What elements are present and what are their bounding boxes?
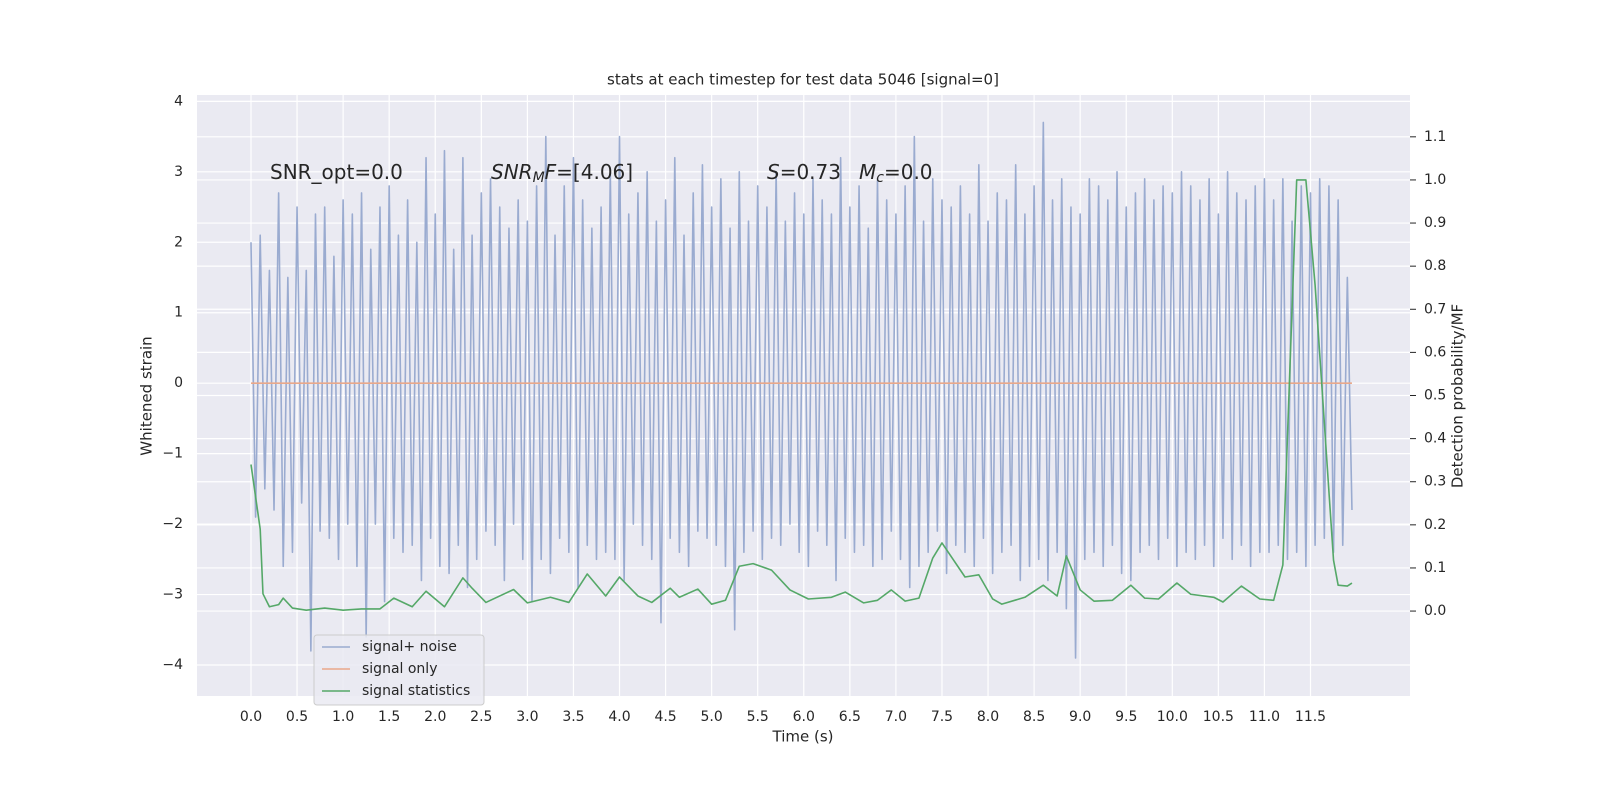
x-tick-label: 1.0	[332, 709, 354, 725]
y-tick-label: −3	[162, 587, 183, 603]
y2-tick-label: 0.4	[1424, 431, 1446, 447]
legend-box	[313, 634, 485, 706]
x-tick-label: 7.5	[931, 709, 953, 725]
x-tick-label: 2.0	[424, 709, 446, 725]
chart-title: stats at each timestep for test data 504…	[607, 71, 999, 89]
x-tick-label: 10.0	[1157, 709, 1188, 725]
legend-label: signal only	[362, 661, 437, 677]
x-tick-label: 9.5	[1115, 709, 1137, 725]
x-tick-label: 7.0	[885, 709, 907, 725]
y-tick-label: 4	[174, 93, 183, 109]
x-tick-label: 4.5	[654, 709, 676, 725]
y2-tick-label: 0.2	[1424, 517, 1446, 533]
y2-tick-label: 1.1	[1424, 129, 1446, 145]
y-axis-label: Whitened strain	[138, 336, 156, 455]
marks	[250, 121, 1353, 659]
x-axis-label: Time (s)	[772, 728, 834, 746]
y-tick-label: 0	[174, 375, 183, 391]
annotation-part: =[4.06]	[556, 160, 633, 184]
labels: −4 −3 −2 −1 0 1 2 3 4 0.0 0.1 0.2 0.3 0.4 0.5 0.6 0.7 0.8…	[162, 93, 1446, 725]
x-tick-label: 0.5	[286, 709, 308, 725]
annotation-part: SNR	[491, 160, 533, 184]
x-tick-label: 9.0	[1069, 709, 1091, 725]
x-tick-label: 6.5	[839, 709, 861, 725]
x-tick-label: 8.0	[977, 709, 999, 725]
x-tick-label: 3.5	[562, 709, 584, 725]
annotation-part: =0.0	[884, 160, 933, 184]
y2-tick-label: 0.6	[1424, 344, 1446, 360]
x-tick-label: 1.5	[378, 709, 400, 725]
legend-label: signal+ noise	[362, 639, 457, 655]
y2-tick-label: 0.9	[1424, 215, 1446, 231]
annotation: SNR_opt=0.0	[270, 160, 403, 184]
grid	[197, 95, 1410, 696]
x-tick-label: 5.0	[701, 709, 723, 725]
annotation-part: S	[767, 160, 780, 184]
y2-tick-label: 0.3	[1424, 474, 1446, 490]
x-tick-label: 3.0	[516, 709, 538, 725]
y2-tick-label: 1.0	[1424, 172, 1446, 188]
x-tick-label: 4.0	[608, 709, 630, 725]
x-tick-label: 8.5	[1023, 709, 1045, 725]
legend-label: signal statistics	[362, 683, 470, 699]
annotation: S=0.73	[767, 160, 841, 184]
y-tick-label: −1	[162, 446, 183, 462]
x-tick-label: 5.5	[747, 709, 769, 725]
annotation-part: M	[859, 160, 876, 184]
annotation-part: M	[533, 170, 545, 186]
x-tick-label: 11.0	[1249, 709, 1280, 725]
y-tick-label: 2	[174, 234, 183, 250]
y-tick-label: 3	[174, 164, 183, 180]
x-tick-label: 10.5	[1203, 709, 1234, 725]
annotation-part: SNR_opt=0.0	[270, 160, 403, 184]
annotation: Mc=0.0	[859, 160, 933, 187]
y-tick-label: −2	[162, 516, 183, 532]
annotation-part: =0.73	[780, 160, 841, 184]
annotation: SNRMF=[4.06]	[491, 160, 633, 187]
y-tick-label: −4	[162, 657, 183, 673]
annotation-part: F	[545, 160, 557, 184]
y2-axis-label: Detection probability/MF	[1449, 304, 1467, 488]
y2-tick-label: 0.7	[1424, 301, 1446, 317]
y-tick-label: 1	[174, 305, 183, 321]
x-tick-label: 11.5	[1295, 709, 1326, 725]
y2-tick-label: 0.0	[1424, 603, 1446, 619]
y2-tick-label: 0.8	[1424, 258, 1446, 274]
y2-tick-label: 0.5	[1424, 388, 1446, 404]
x-tick-label: 2.5	[470, 709, 492, 725]
annotation-part: c	[876, 170, 884, 186]
series-line	[250, 179, 1353, 611]
x-tick-label: 0.0	[240, 709, 262, 725]
x-tick-label: 6.0	[793, 709, 815, 725]
y2-tick-label: 0.1	[1424, 560, 1446, 576]
